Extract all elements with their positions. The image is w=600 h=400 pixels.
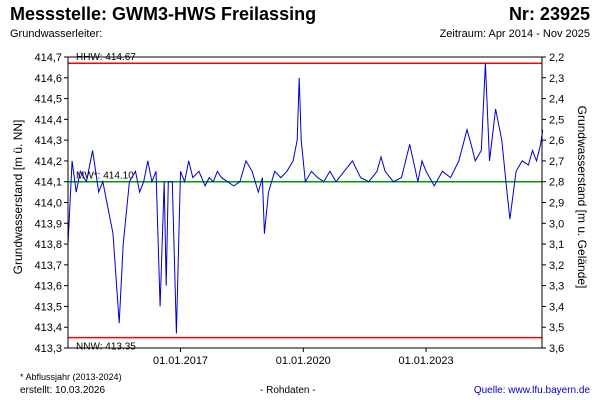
x-axis-ticks: 01.01.2017 01.01.2020 01.01.2023	[153, 348, 454, 367]
right-tick-label: 3,5	[549, 322, 564, 334]
plot-frame	[67, 56, 543, 349]
right-tick-label: 2,4	[549, 94, 564, 106]
left-tick-label: 414,6	[34, 73, 62, 85]
right-tick-label: 3,1	[549, 239, 564, 251]
left-axis-ticks: 413,3 413,4 413,5 413,6 413,7 413,8 413,9 414,0…	[34, 52, 68, 355]
left-tick-label: 414,3	[34, 135, 62, 147]
left-tick-label: 413,5	[34, 301, 62, 313]
right-tick-label: 2,9	[549, 198, 564, 210]
left-tick-label: 414,7	[34, 52, 62, 64]
right-tick-label: 2,6	[549, 135, 564, 147]
y-axis-label: Grundwasserstand [m ü. NN]	[11, 120, 25, 275]
right-tick-label: 3,2	[549, 260, 564, 272]
source-link[interactable]: Quelle: www.lfu.bayern.de	[473, 385, 590, 396]
period-label: Zeitraum: Apr 2014 - Nov 2025	[439, 28, 590, 40]
left-tick-label: 414,0	[34, 198, 62, 210]
y2-axis-label: Grundwasserstand [m u. Gelände]	[575, 106, 589, 289]
x-tick-label: 01.01.2023	[399, 355, 454, 367]
right-tick-label: 3,4	[549, 301, 564, 313]
right-tick-label: 2,8	[549, 177, 564, 189]
left-tick-label: 413,7	[34, 260, 62, 272]
left-tick-label: 414,1	[34, 177, 62, 189]
created-date: erstellt: 10.03.2026	[20, 385, 106, 396]
footnote: * Abflussjahr (2013-2024)	[20, 372, 122, 382]
left-tick-label: 414,4	[34, 114, 62, 126]
groundwater-series-line	[67, 63, 544, 334]
raw-data-label: - Rohdaten -	[260, 385, 316, 396]
right-tick-label: 2,2	[549, 52, 564, 64]
left-tick-label: 413,4	[34, 322, 62, 334]
ref-line-label: NNW: 413.35	[76, 342, 136, 353]
station-title: Messstelle: GWM3-HWS Freilassing	[10, 4, 317, 24]
x-tick-label: 01.01.2017	[153, 355, 208, 367]
ref-line-label: MW*: 414.10	[76, 171, 134, 182]
left-tick-label: 413,8	[34, 239, 62, 251]
left-tick-label: 414,2	[34, 156, 62, 168]
right-tick-label: 2,7	[549, 156, 564, 168]
right-tick-label: 3,6	[549, 343, 564, 355]
right-tick-label: 2,3	[549, 73, 564, 85]
left-tick-label: 413,6	[34, 281, 62, 293]
right-tick-label: 2,5	[549, 114, 564, 126]
right-tick-label: 3,0	[549, 218, 564, 230]
station-number: Nr: 23925	[508, 4, 590, 24]
ref-line-label: HHW: 414.67	[76, 52, 136, 63]
series-layer	[67, 63, 544, 334]
left-tick-label: 414,5	[34, 94, 62, 106]
right-tick-label: 3,3	[549, 281, 564, 293]
x-tick-label: 01.01.2020	[276, 355, 331, 367]
aquifer-label: Grundwasserleiter:	[10, 28, 103, 40]
right-axis-ticks: 2,2 2,3 2,4 2,5 2,6 2,7 2,8 2,9 3,0 3,1 3,2 3,3 3,4 3…	[542, 52, 564, 355]
reference-lines: HHW: 414.67 MW*: 414.10 NNW: 413.35	[68, 52, 542, 353]
left-tick-label: 413,3	[34, 343, 62, 355]
left-tick-label: 413,9	[34, 218, 62, 230]
